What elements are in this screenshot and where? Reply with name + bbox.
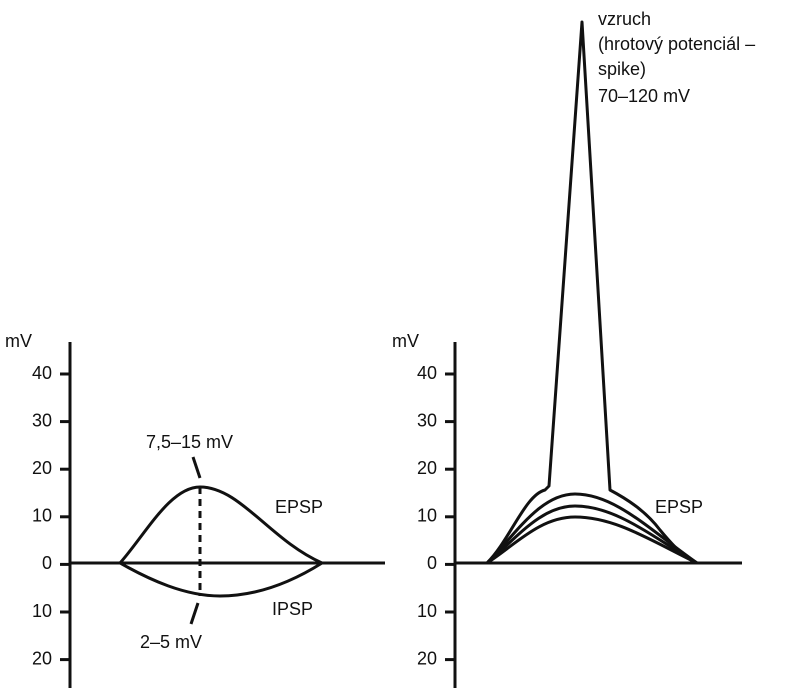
tick-label: 0 [427, 553, 437, 573]
epsp-curve [486, 515, 698, 565]
tick-label: 20 [32, 648, 52, 668]
pointer [189, 602, 200, 625]
unit-label: mV [5, 331, 32, 351]
ipsp-curve [119, 561, 323, 598]
tick-label: 10 [32, 601, 52, 621]
epsp-curve [485, 492, 698, 565]
tick-label: 10 [417, 506, 437, 526]
tick-label: 30 [32, 410, 52, 430]
tick-group: 40 30 20 10 0 10 20 [417, 363, 455, 668]
tick-label: 10 [417, 601, 437, 621]
spike-label: spike) [598, 59, 646, 79]
epsp-label: EPSP [275, 497, 323, 517]
epsp-curve [486, 504, 698, 565]
spike-label: (hrotový potenciál – [598, 34, 755, 54]
pointer [191, 456, 202, 479]
tick-label: 20 [417, 648, 437, 668]
unit-label: mV [392, 331, 419, 351]
tick-label: 40 [32, 363, 52, 383]
epsp-label: EPSP [655, 497, 703, 517]
tick-label: 40 [417, 363, 437, 383]
spike-label: vzruch [598, 9, 651, 29]
tick-label: 20 [417, 458, 437, 478]
trough-label: 2–5 mV [140, 632, 202, 652]
tick-group: 40 30 20 10 0 10 20 [32, 363, 70, 668]
tick-label: 0 [42, 553, 52, 573]
tick-label: 10 [32, 506, 52, 526]
spike-label: 70–120 mV [598, 86, 690, 106]
ipsp-label: IPSP [272, 599, 313, 619]
tick-label: 20 [32, 458, 52, 478]
peak-label: 7,5–15 mV [146, 432, 233, 452]
tick-label: 30 [417, 410, 437, 430]
